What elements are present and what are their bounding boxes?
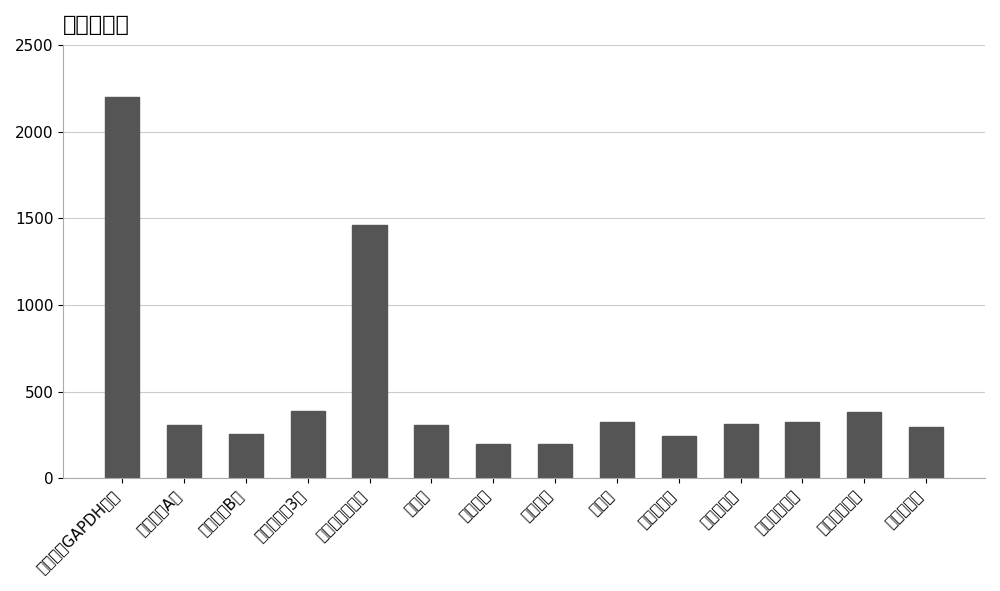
Bar — [352, 225, 387, 478]
Bar — [538, 444, 572, 478]
Bar — [291, 411, 325, 478]
Text: 探针信号值: 探针信号值 — [63, 15, 130, 35]
Bar — [229, 434, 263, 478]
Bar — [662, 436, 696, 478]
Bar — [476, 444, 510, 478]
Bar — [909, 427, 943, 478]
Bar — [167, 424, 201, 478]
Bar — [724, 424, 758, 478]
Bar — [847, 413, 881, 478]
Bar — [785, 422, 819, 478]
Bar — [414, 426, 448, 478]
Bar — [600, 422, 634, 478]
Bar — [105, 97, 139, 478]
